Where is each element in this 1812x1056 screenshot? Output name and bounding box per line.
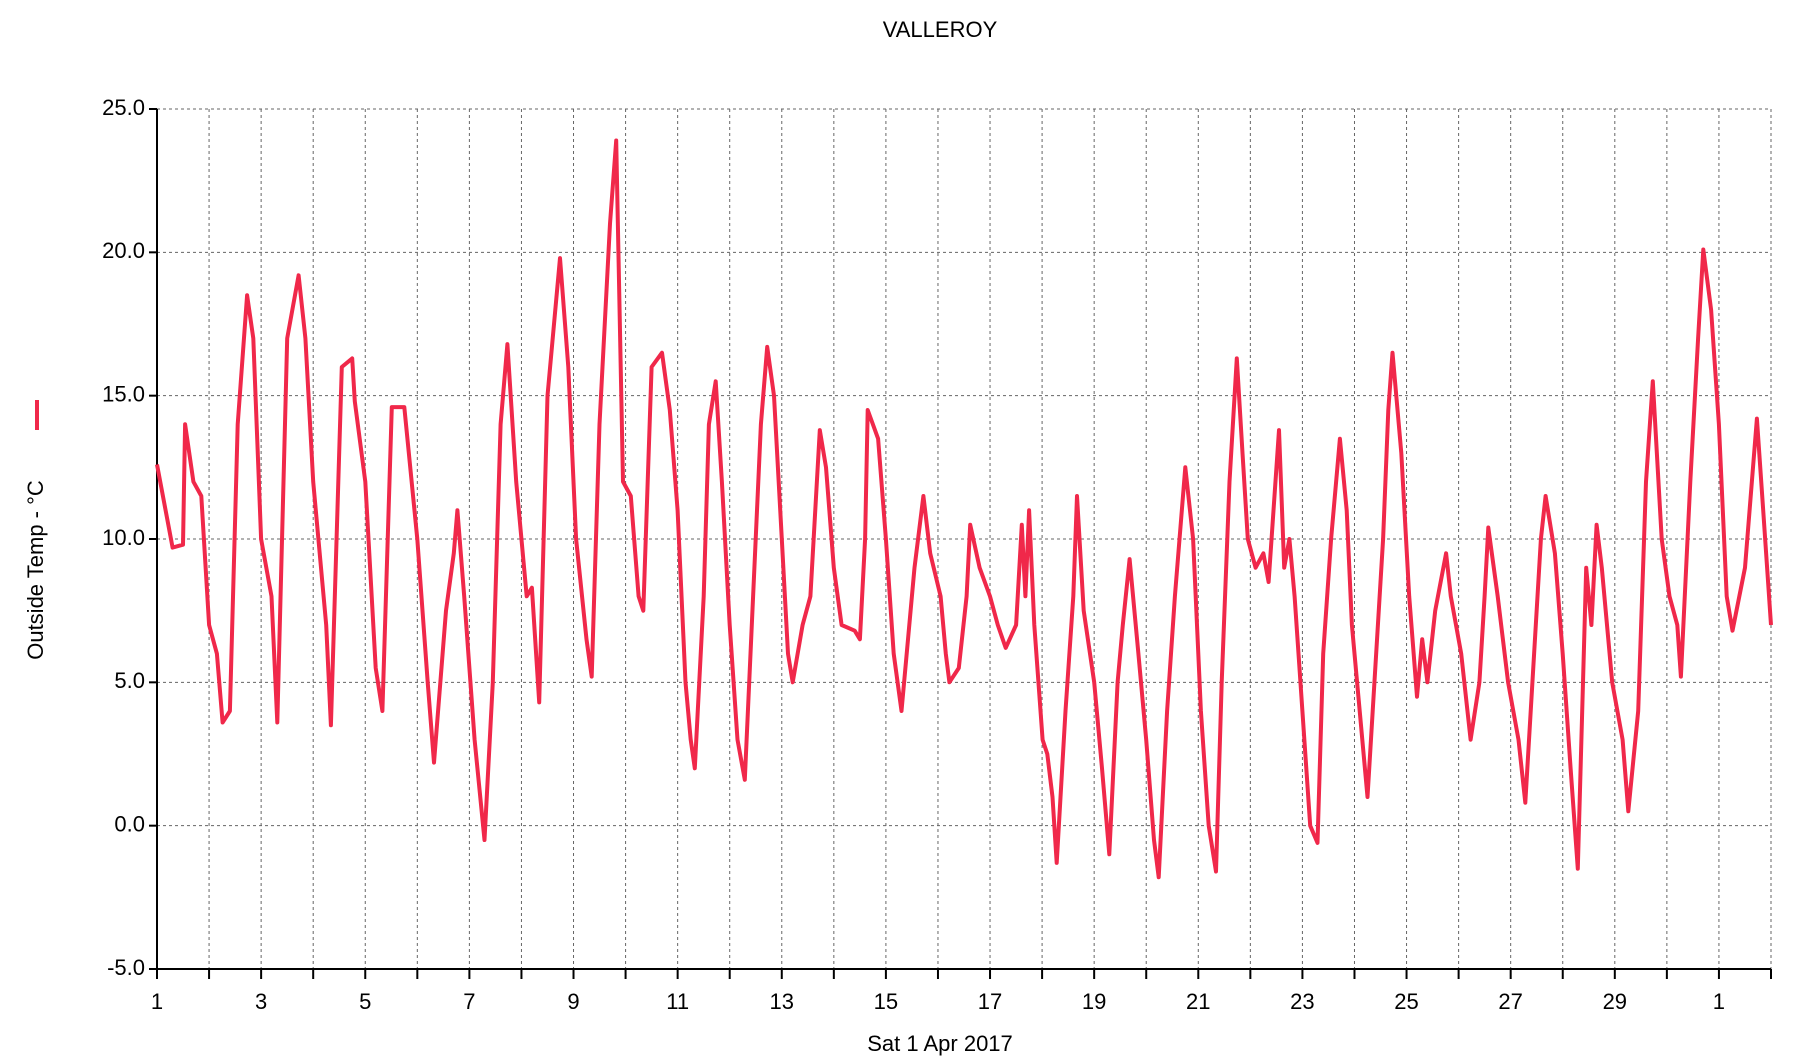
y-tick-label: 0.0 [114, 811, 145, 836]
x-tick-label: 19 [1082, 989, 1106, 1014]
x-tick-label: 15 [874, 989, 898, 1014]
y-tick-label: 15.0 [102, 381, 145, 406]
y-tick-label: 25.0 [102, 95, 145, 120]
x-tick-label: 1 [151, 989, 163, 1014]
x-axis-label: Sat 1 Apr 2017 [867, 1031, 1013, 1056]
y-tick-label: 5.0 [114, 668, 145, 693]
x-tick-label: 11 [666, 989, 689, 1014]
y-tick-label: -5.0 [107, 955, 145, 980]
y-tick-label: 10.0 [102, 525, 145, 550]
y-tick-label: 20.0 [102, 238, 145, 263]
x-tick-label: 7 [463, 989, 475, 1014]
x-tick-label: 13 [770, 989, 794, 1014]
x-tick-label: 27 [1498, 989, 1522, 1014]
legend-label: Outside Temp - °C [23, 480, 48, 660]
x-tick-label: 25 [1394, 989, 1418, 1014]
x-tick-label: 23 [1290, 989, 1314, 1014]
x-tick-label: 5 [359, 989, 371, 1014]
x-tick-label: 9 [567, 989, 579, 1014]
data-line [155, 138, 1773, 880]
x-tick-label: 3 [255, 989, 267, 1014]
x-tick-label: 29 [1603, 989, 1627, 1014]
x-tick-label: 1 [1713, 989, 1725, 1014]
chart-title: VALLEROY [883, 17, 998, 42]
x-tick-label: 17 [978, 989, 1002, 1014]
x-tick-label: 21 [1186, 989, 1210, 1014]
